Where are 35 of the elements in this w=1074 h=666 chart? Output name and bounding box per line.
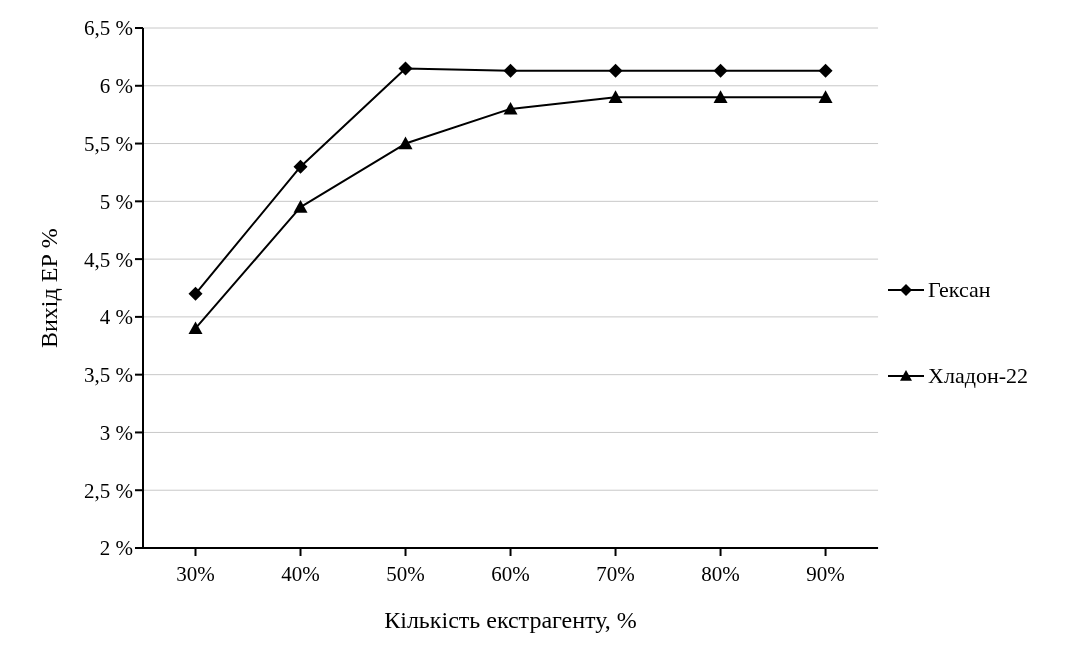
- y-tick-label: 4,5 %: [84, 247, 133, 272]
- y-axis-title: Вихід ЕР %: [35, 228, 62, 348]
- point: [293, 200, 308, 213]
- y-tick-label: 3,5 %: [84, 363, 133, 388]
- y-tick-label: 6 %: [99, 74, 133, 99]
- point: [188, 286, 203, 301]
- y-tick-label: 5,5 %: [84, 132, 133, 157]
- x-tick-label: 60%: [491, 561, 530, 586]
- x-tick-label: 70%: [596, 561, 635, 586]
- point: [398, 136, 413, 150]
- point: [503, 101, 518, 115]
- y-tick-label: 4 %: [99, 305, 133, 330]
- y-tick-label: 3 %: [99, 420, 133, 445]
- point: [608, 90, 623, 103]
- y-tick-label: 5 %: [99, 189, 133, 214]
- point: [818, 90, 833, 103]
- x-tick-label: 90%: [806, 561, 845, 586]
- x-tick-label: 30%: [176, 561, 215, 586]
- point: [398, 61, 413, 76]
- point: [293, 159, 308, 174]
- x-tick-label: 50%: [386, 561, 425, 586]
- point: [608, 63, 623, 78]
- x-tick-label: 80%: [701, 561, 740, 586]
- point: [503, 63, 518, 78]
- point: [818, 63, 833, 78]
- y-tick-label: 2 %: [99, 536, 133, 561]
- point: [713, 90, 728, 103]
- legend-label: Хладон-22: [928, 363, 1028, 389]
- point: [188, 321, 203, 335]
- y-tick-label: 2,5 %: [84, 478, 133, 503]
- legend-label: Гексан: [928, 277, 991, 303]
- x-tick-label: 40%: [281, 561, 320, 586]
- point: [713, 63, 728, 78]
- y-tick-label: 6,5 %: [84, 16, 133, 41]
- x-axis-title: Кількість екстрагенту, %: [384, 607, 637, 633]
